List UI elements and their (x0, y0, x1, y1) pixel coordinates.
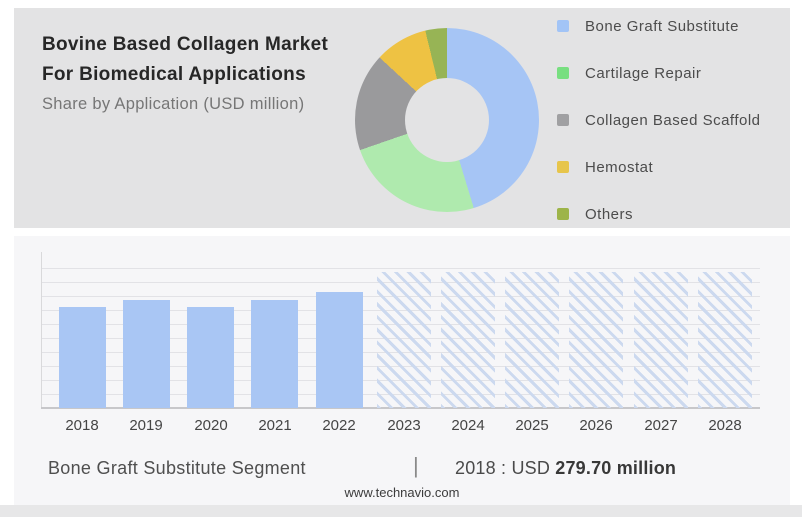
page-subtitle: Share by Application (USD million) (42, 95, 305, 113)
legend-swatch-icon (557, 208, 569, 220)
legend-item-hemostat: Hemostat (557, 158, 761, 176)
bar-2027 (634, 272, 688, 408)
legend-swatch-icon (557, 67, 569, 79)
page-title-line1: Bovine Based Collagen Market (42, 34, 329, 55)
legend-item-cartilage-repair: Cartilage Repair (557, 64, 761, 82)
legend-swatch-icon (557, 20, 569, 32)
legend-label: Others (585, 205, 634, 223)
legend-item-others: Others (557, 205, 761, 223)
bar-chart-panel: Bone Graft Substitute Segment | 2018 : U… (14, 236, 790, 505)
segment-caption: Bone Graft Substitute Segment (48, 458, 306, 478)
bar-2025 (505, 272, 559, 408)
legend: Bone Graft Substitute Cartilage Repair C… (557, 17, 761, 223)
legend-swatch-icon (557, 161, 569, 173)
legend-label: Collagen Based Scaffold (585, 111, 761, 129)
x-tick-label-2022: 2022 (322, 417, 356, 434)
legend-item-bone-graft-substitute: Bone Graft Substitute (557, 17, 761, 35)
title-block: Bovine Based Collagen Market For Biomedi… (42, 30, 328, 114)
legend-label: Hemostat (585, 158, 654, 176)
segment-value-prefix: 2018 : USD (455, 458, 551, 478)
x-tick-label-2021: 2021 (258, 417, 292, 434)
bar-2024 (441, 272, 495, 408)
segment-value: 2018 : USD 279.70 million (455, 458, 676, 479)
legend-item-collagen-based-scaffold: Collagen Based Scaffold (557, 111, 761, 129)
x-axis-line (41, 407, 760, 409)
x-tick-label-2019: 2019 (129, 417, 163, 434)
x-tick-label-2018: 2018 (65, 417, 99, 434)
legend-label: Cartilage Repair (585, 64, 702, 82)
donut-chart (355, 28, 539, 212)
x-tick-label-2024: 2024 (451, 417, 485, 434)
bar-2019 (123, 300, 170, 408)
bar-2023 (377, 272, 431, 408)
bar-2020 (187, 307, 234, 408)
legend-swatch-icon (557, 114, 569, 126)
page-title-line2: For Biomedical Applications (42, 64, 306, 85)
segment-value-amount: 279.70 million (555, 458, 677, 478)
legend-label: Bone Graft Substitute (585, 17, 739, 35)
bar-2021 (251, 300, 298, 408)
x-tick-label-2026: 2026 (579, 417, 613, 434)
x-tick-label-2027: 2027 (644, 417, 678, 434)
bar-2026 (569, 272, 623, 408)
x-tick-label-2023: 2023 (387, 417, 421, 434)
header-panel: Bovine Based Collagen Market For Biomedi… (14, 8, 790, 228)
x-tick-label-2028: 2028 (708, 417, 742, 434)
x-tick-label-2020: 2020 (194, 417, 228, 434)
footer-separator: | (413, 453, 419, 478)
x-tick-label-2025: 2025 (515, 417, 549, 434)
bar-2018 (59, 307, 106, 408)
y-axis-line (41, 252, 42, 409)
watermark-url: www.technavio.com (344, 485, 460, 500)
bar-2028 (698, 272, 752, 408)
bar-2022 (316, 292, 363, 408)
bottom-edge-strip (0, 505, 802, 517)
